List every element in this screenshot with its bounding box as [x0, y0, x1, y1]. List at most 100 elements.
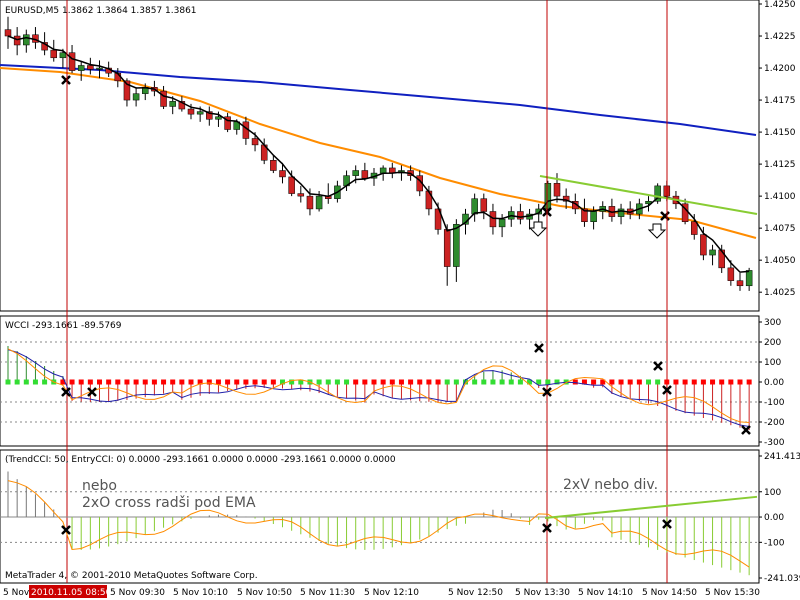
candle-body [187, 108, 195, 115]
price-tick-label: 1.4050 [764, 256, 796, 266]
wcci-signal-dot [353, 379, 359, 385]
time-label: 5 Nov 15:30 [705, 588, 760, 598]
time-label: 5 Nov 10:10 [173, 588, 228, 598]
candle-body [654, 185, 661, 202]
trendcci-indicator [0, 471, 759, 576]
price-tick-label: 1.4025 [764, 288, 796, 298]
wcci-signal-dot [398, 379, 404, 385]
wcci-signal-dot [536, 379, 542, 385]
wcci-signal-dot [151, 379, 157, 385]
wcci-signal-dot [188, 379, 194, 385]
wcci-tick-label: 200 [764, 338, 781, 348]
wcci-signal-dot [60, 379, 66, 385]
price-tick-label: 1.4100 [764, 192, 796, 202]
wcci-signal-dot [142, 379, 148, 385]
wcci-signal-dot [499, 379, 505, 385]
wcci-signal-dot [252, 379, 258, 385]
wcci-signal-dot [380, 379, 386, 385]
wcci-signal-dot [490, 379, 496, 385]
candle-body [206, 111, 213, 120]
price-tick-label: 1.4075 [764, 224, 796, 234]
price-tick-label: 1.4200 [764, 64, 796, 74]
wcci-signal-dot [234, 379, 240, 385]
wcci-signal-dot [655, 379, 661, 385]
wcci-signal-dot [316, 379, 322, 385]
cross-icon [662, 519, 672, 529]
wcci-signal-dot [453, 379, 459, 385]
trendline [539, 175, 758, 215]
candle-body [224, 116, 231, 130]
main-pane[interactable] [0, 0, 760, 312]
wcci-signal-dot [646, 379, 651, 385]
candle-body [471, 198, 478, 215]
time-label: 5 Nov 14:10 [578, 588, 633, 598]
wcci-signal-dot [691, 379, 697, 385]
candle-body [544, 183, 552, 210]
time-label-highlight: 2010.11.05 08:50 [31, 588, 112, 598]
candle-body [480, 198, 488, 212]
candle-body [489, 211, 497, 228]
candle-body [160, 90, 167, 107]
wcci-signal-dot [14, 379, 20, 385]
wcci-signal-dot [106, 379, 112, 385]
candle-body [590, 211, 597, 222]
wcci-signal-dot [206, 379, 212, 385]
wcci-signal-dot [371, 379, 377, 385]
wcci-signal-dot [261, 379, 267, 385]
wcci-signal-dot [682, 379, 688, 385]
wcci-signal-dot [42, 379, 48, 385]
candle-body [453, 224, 460, 267]
time-highlight-box [29, 585, 107, 598]
wcci-signal-dot [197, 379, 203, 385]
cross-icon [653, 361, 663, 371]
wcci-tick-label: -100 [764, 398, 785, 408]
cross-icon [61, 525, 71, 535]
time-label: 5 Nov 12:50 [448, 588, 503, 598]
cross-icon [660, 211, 670, 221]
price-chart [0, 0, 758, 583]
wcci-pane[interactable] [0, 315, 760, 447]
trendcci-pane[interactable] [0, 449, 760, 584]
candle-body [709, 249, 716, 256]
wcci-signal-dot [444, 379, 450, 385]
cross-icon [542, 387, 552, 397]
wcci-tick-label: -200 [764, 418, 785, 428]
candle-body [553, 183, 561, 197]
wcci-signal-dot [362, 379, 368, 385]
time-label: 5 Nov 13:30 [515, 588, 570, 598]
wcci-signal-dot [78, 379, 84, 385]
cross-icon [542, 523, 552, 533]
candle-body [700, 234, 707, 256]
annotation-nebo: nebo [82, 478, 117, 494]
time-label: 5 Nov 10:50 [237, 588, 292, 598]
wcci-signal-dot [225, 379, 231, 385]
wcci-signal-dot [23, 379, 29, 385]
cross-icon [61, 75, 71, 85]
time-axis: 5 Nov 2010.11.05 08:50 5 Nov 09:30 5 Nov… [3, 585, 760, 598]
wcci-signal-dot [408, 379, 414, 385]
ema-blue-line [0, 64, 757, 136]
candle-body [279, 170, 286, 178]
wcci-tick-label: -300 [764, 438, 785, 448]
trendcci-tick-label: 100 [764, 488, 781, 498]
candle-body [425, 190, 433, 210]
candle-body [178, 101, 186, 110]
candle-body [517, 211, 524, 220]
wcci-signal-dot [746, 379, 752, 385]
candle-body [443, 229, 451, 267]
cross-icon [534, 343, 544, 353]
ema-black-line [7, 35, 750, 273]
candle-body [87, 65, 94, 70]
down-arrow-icon [647, 223, 667, 239]
wcci-indicator [0, 341, 759, 435]
wcci-signal-dot [581, 379, 587, 385]
wcci-signal-dot [527, 379, 533, 385]
candle-body [77, 65, 85, 71]
candle-body [562, 195, 570, 202]
annotation-cross: 2xO cross radši pod EMA [82, 495, 256, 511]
wcci-signal-dot [673, 379, 679, 385]
wcci-signal-dot [554, 379, 560, 385]
wcci-tick-label: 300 [764, 318, 781, 328]
candle-body [251, 138, 259, 146]
